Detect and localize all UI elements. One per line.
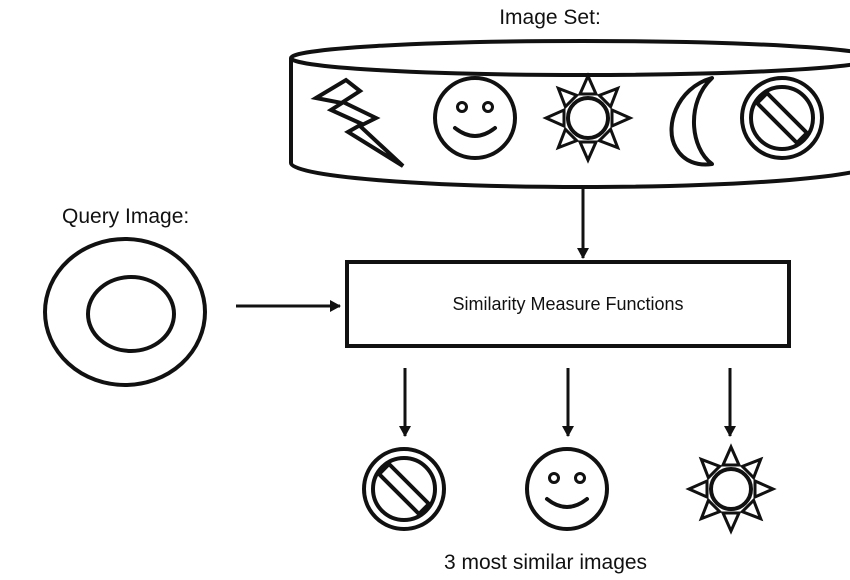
moon-icon — [669, 76, 714, 167]
results-label: 3 most similar images — [444, 551, 648, 574]
image-set-label: Image Set: — [499, 6, 601, 29]
lightning-icon — [310, 77, 405, 168]
ring-icon — [43, 237, 207, 387]
image-set-container — [289, 39, 850, 189]
result-prohibited-icon — [362, 447, 446, 531]
query-image-label: Query Image: — [62, 205, 190, 228]
result-sun-icon — [687, 445, 775, 533]
prohibited-icon — [740, 76, 824, 160]
process-box — [345, 260, 791, 348]
smiley-icon — [433, 76, 517, 160]
process-label: Similarity Measure Functions — [452, 293, 684, 314]
result-smiley-icon — [525, 447, 609, 531]
sun-icon — [544, 74, 632, 162]
